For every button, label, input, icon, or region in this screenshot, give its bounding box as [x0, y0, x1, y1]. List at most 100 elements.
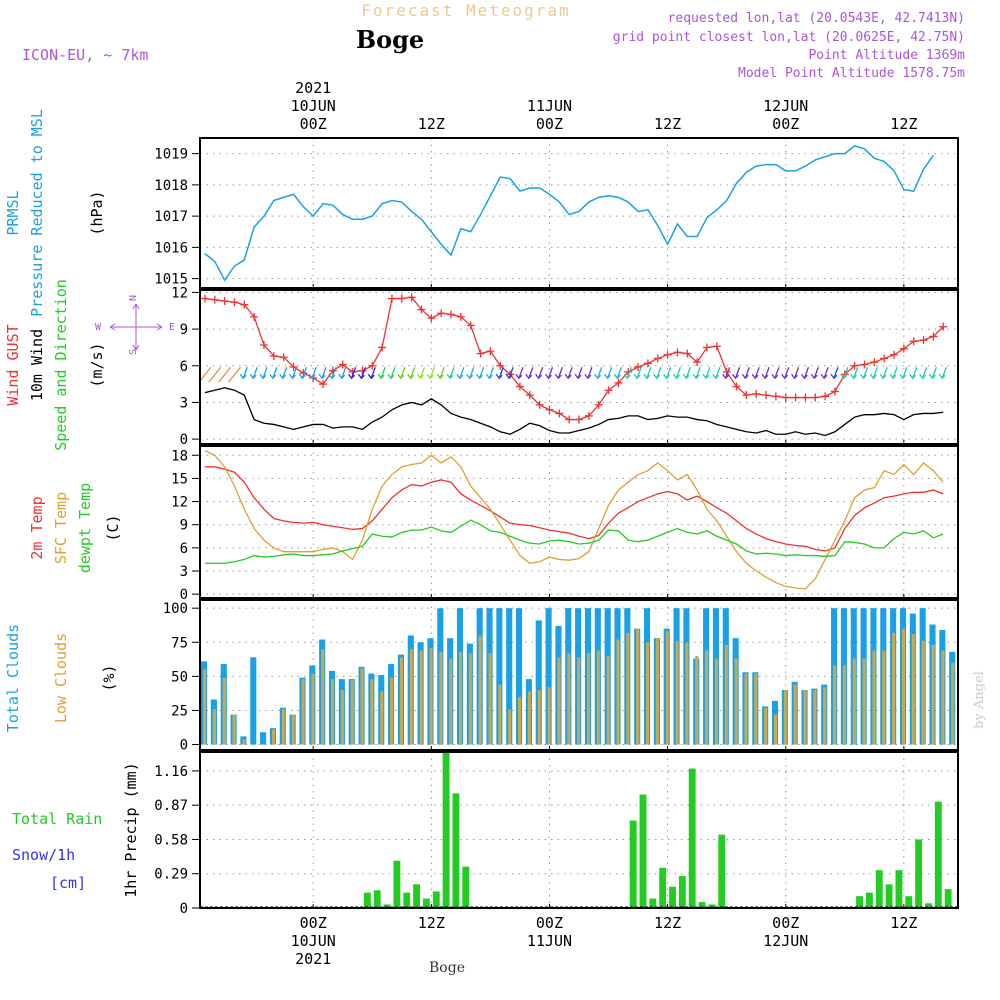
top-time-label: 00Z — [300, 115, 327, 133]
wind-direction-arrow — [407, 366, 416, 380]
rain-bar — [718, 834, 726, 908]
wind-direction-arrow — [485, 366, 495, 380]
low-clouds-bar — [527, 691, 531, 745]
low-clouds-bar — [783, 690, 787, 745]
gust-point-marker — [742, 391, 751, 400]
wind-direction-arrow — [338, 366, 347, 380]
rain-bar — [413, 884, 421, 908]
pressure-ytick-label: 1017 — [154, 209, 188, 225]
wind-direction-arrow — [495, 366, 504, 380]
pressure-ylabel: Pressure Reduced to MSL — [28, 109, 46, 317]
rain-bar — [678, 876, 686, 908]
clouds-ytick-label: 50 — [171, 669, 188, 685]
wind-direction-arrow — [227, 366, 241, 383]
rain-label: Total Rain — [12, 810, 102, 828]
wind-direction-arrow — [731, 366, 741, 380]
bottom-time-label: 12JUN — [763, 932, 808, 950]
low-clouds-bar — [705, 650, 709, 745]
wind-direction-arrow — [426, 366, 435, 380]
precipitation-ytick-label: 0 — [180, 901, 188, 917]
rain-bar — [856, 896, 864, 908]
gust-point-marker — [909, 337, 918, 346]
wind-direction-arrow — [387, 366, 396, 380]
low-clouds-bar — [606, 655, 610, 745]
sfc-temp-series-line — [204, 450, 944, 590]
gust-point-marker — [732, 382, 741, 391]
low-clouds-bar — [518, 696, 522, 745]
gust-point-marker — [525, 391, 534, 400]
wind-direction-arrow — [643, 366, 652, 380]
gust-point-marker — [210, 295, 219, 304]
wind-direction-arrow — [348, 366, 357, 380]
low-clouds-bar — [941, 650, 945, 745]
gust-point-marker — [929, 332, 938, 341]
low-clouds-bar — [222, 677, 226, 745]
compass-south-label: S — [128, 349, 139, 355]
wind-direction-arrow — [269, 366, 278, 380]
gust-point-marker — [417, 305, 426, 314]
wind-direction-arrow — [308, 366, 317, 380]
low-clouds-bar — [242, 739, 246, 745]
low-clouds-bar — [636, 628, 640, 745]
grid-point-coords: grid point closest lon,lat (20.0625E, 42… — [613, 30, 965, 45]
wind-direction-arrow — [791, 366, 800, 380]
wind-ytick-label: 12 — [171, 285, 188, 301]
gust-point-marker — [368, 361, 377, 370]
wind-direction-arrow — [771, 366, 780, 380]
gust-point-marker — [821, 392, 830, 401]
top-time-label: 00Z — [536, 115, 563, 133]
wind-direction-arrow — [328, 366, 337, 380]
wind-ylabel: Speed and Direction — [52, 279, 70, 451]
wind-direction-arrow — [535, 366, 544, 380]
rain-bar — [403, 892, 411, 908]
gust-point-marker — [545, 405, 554, 414]
bottom-time-label: 12Z — [418, 914, 445, 932]
rain-bar — [639, 794, 647, 908]
top-time-label: 12Z — [654, 115, 681, 133]
wind-direction-arrow — [446, 366, 455, 380]
wind-direction-arrow — [279, 366, 288, 380]
rain-bar — [925, 903, 932, 908]
gust-point-marker — [486, 347, 495, 356]
rain-bar — [944, 889, 952, 908]
wind-direction-arrow — [761, 366, 770, 380]
bottom-time-label: 12Z — [654, 914, 681, 932]
rain-bar — [885, 884, 893, 908]
model-point-altitude: Model Point Altitude 1578.75m — [738, 66, 965, 81]
low-clouds-bar — [951, 662, 955, 745]
low-clouds-bar — [734, 658, 738, 745]
low-clouds-bar — [478, 635, 482, 745]
rain-bar — [688, 768, 696, 908]
low-clouds-bar — [577, 657, 581, 745]
gust-point-marker — [771, 392, 780, 401]
wind-direction-arrow — [919, 366, 928, 380]
low-clouds-bar — [823, 687, 827, 745]
low-clouds-bar — [685, 642, 689, 745]
wind-direction-arrow — [712, 366, 721, 380]
low-clouds-bar — [813, 690, 817, 745]
product-title: Forecast Meteogram — [361, 1, 570, 20]
axis-layer: 1015101610171018101903691203691215180255… — [4, 79, 917, 968]
bottom-time-label: 2021 — [295, 950, 331, 968]
gust-point-marker — [476, 349, 485, 358]
gust-point-marker — [653, 354, 662, 363]
low-clouds-bar — [675, 640, 679, 745]
total-clouds-bar — [506, 608, 513, 745]
gust-point-marker — [447, 310, 456, 319]
location-title: Boge — [356, 25, 424, 54]
low-clouds-bar — [852, 658, 856, 745]
wind-direction-arrow — [840, 366, 849, 380]
low-clouds-bar — [311, 673, 315, 745]
wind-direction-arrow — [377, 366, 386, 380]
rain-bar — [875, 870, 883, 908]
temperature-ylabel: 2m Temp — [28, 496, 46, 559]
gust-point-marker — [752, 389, 761, 398]
low-clouds-bar — [744, 673, 748, 745]
top-time-label: 10JUN — [291, 97, 336, 115]
low-clouds-bar — [370, 679, 374, 745]
rain-bar — [649, 898, 657, 908]
low-clouds-bar — [911, 634, 915, 745]
temperature-ytick-label: 0 — [180, 587, 188, 603]
watermark: by Angel — [972, 671, 987, 729]
